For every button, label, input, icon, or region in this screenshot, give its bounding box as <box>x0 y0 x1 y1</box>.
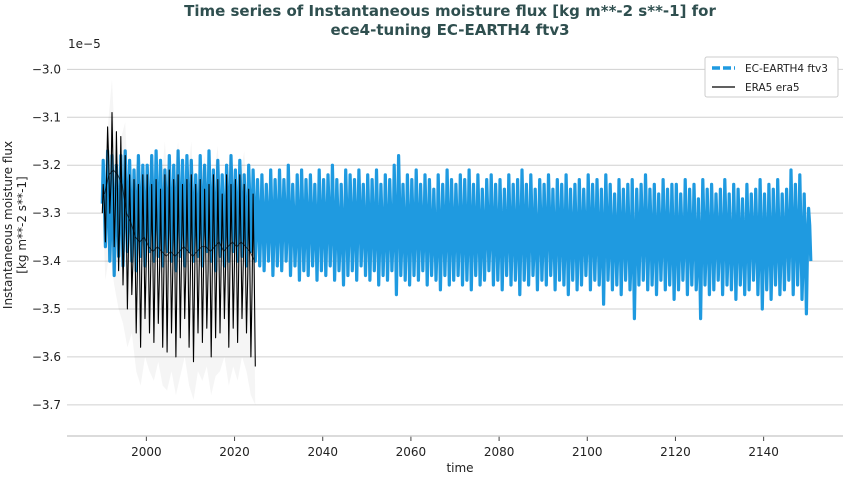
y-tick-label: −3.1 <box>32 110 61 124</box>
x-tick-label: 2100 <box>572 445 603 459</box>
x-tick-label: 2000 <box>131 445 162 459</box>
y-tick-label: −3.7 <box>32 398 61 412</box>
x-tick-label: 2020 <box>219 445 250 459</box>
series-line-era5-mean <box>104 169 255 262</box>
y-axis-label-line2: [kg m**-2 s**-1] <box>15 176 29 273</box>
y-axis-label-line1: Instantaneous moisture flux <box>1 141 15 309</box>
x-tick-label: 2060 <box>396 445 427 459</box>
legend: EC-EARTH4 ftv3 ERA5 era5 <box>704 56 839 98</box>
y-offset-label: 1e−5 <box>68 37 101 51</box>
y-tick-label: −3.0 <box>32 62 61 76</box>
y-tick-label: −3.5 <box>32 302 61 316</box>
series-layer <box>100 78 813 405</box>
series-line-ec-earth4-ftv3 <box>100 149 813 321</box>
x-axis-ticks: 2000 2020 2040 2060 2080 2100 2120 2140 <box>131 436 779 459</box>
chart-title-line1: Time series of Instantaneous moisture fl… <box>184 2 716 20</box>
x-axis-label: time <box>446 461 473 475</box>
legend-label-ec-earth: EC-EARTH4 ftv3 <box>745 63 828 75</box>
x-tick-label: 2140 <box>748 445 779 459</box>
series-line-era5 <box>101 111 256 367</box>
x-tick-label: 2080 <box>484 445 515 459</box>
legend-label-era5: ERA5 era5 <box>745 82 800 94</box>
x-tick-label: 2040 <box>307 445 338 459</box>
x-tick-label: 2120 <box>660 445 691 459</box>
y-tick-label: −3.6 <box>32 350 61 364</box>
y-tick-label: −3.2 <box>32 158 61 172</box>
y-axis-ticks: −3.0 −3.1 −3.2 −3.3 −3.4 −3.5 −3.6 −3.7 <box>32 62 61 411</box>
y-tick-label: −3.4 <box>32 254 61 268</box>
y-tick-label: −3.3 <box>32 206 61 220</box>
legend-box <box>704 56 839 98</box>
chart-title-line2: ece4-tuning EC-EARTH4 ftv3 <box>330 21 569 39</box>
